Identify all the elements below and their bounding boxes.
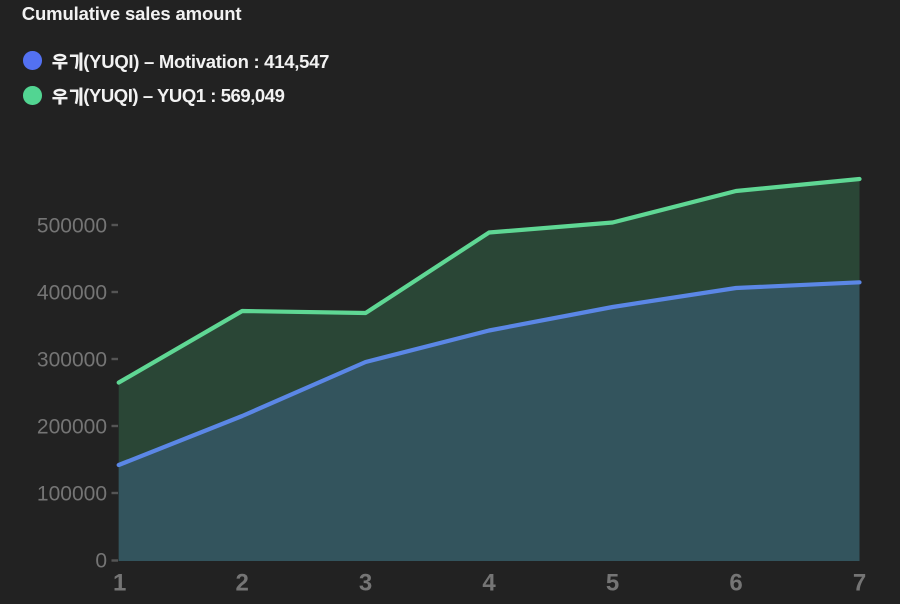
- svg-text:200000: 200000: [37, 415, 107, 438]
- svg-text:3: 3: [359, 570, 372, 597]
- svg-text:1: 1: [113, 570, 126, 597]
- svg-text:100000: 100000: [37, 482, 107, 505]
- svg-text:7: 7: [853, 570, 866, 597]
- svg-text:5: 5: [606, 570, 619, 597]
- svg-text:500000: 500000: [37, 214, 107, 237]
- svg-text:2: 2: [236, 570, 249, 597]
- svg-text:400000: 400000: [37, 281, 107, 304]
- svg-text:4: 4: [482, 570, 496, 597]
- svg-text:300000: 300000: [37, 348, 107, 371]
- svg-text:6: 6: [729, 570, 742, 597]
- svg-text:0: 0: [95, 550, 107, 573]
